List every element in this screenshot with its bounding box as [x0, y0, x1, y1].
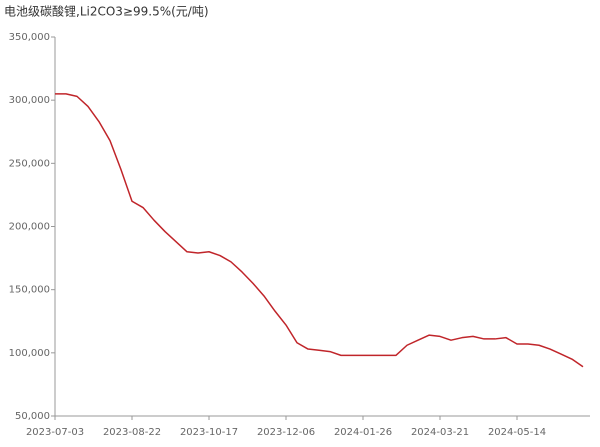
- y-tick-label: 50,000: [15, 411, 50, 422]
- x-tick-label: 2024-01-26: [334, 427, 392, 438]
- x-tick-label: 2023-12-06: [257, 427, 315, 438]
- x-tick-label: 2023-08-22: [103, 427, 161, 438]
- x-tick-label: 2023-10-17: [180, 427, 238, 438]
- x-tick-label: 2024-05-14: [488, 427, 546, 438]
- y-tick-label: 200,000: [9, 222, 50, 233]
- x-tick-label: 2023-07-03: [26, 427, 84, 438]
- y-tick-label: 150,000: [9, 285, 50, 296]
- y-tick-label: 350,000: [9, 32, 50, 43]
- chart-title: 电池级碳酸锂,Li2CO3≥99.5%(元/吨): [4, 4, 209, 19]
- line-series: [55, 93, 584, 368]
- y-tick-label: 100,000: [9, 348, 50, 359]
- x-tick-label: 2024-03-21: [411, 427, 469, 438]
- y-tick-label: 250,000: [9, 158, 50, 169]
- y-tick-label: 300,000: [9, 95, 50, 106]
